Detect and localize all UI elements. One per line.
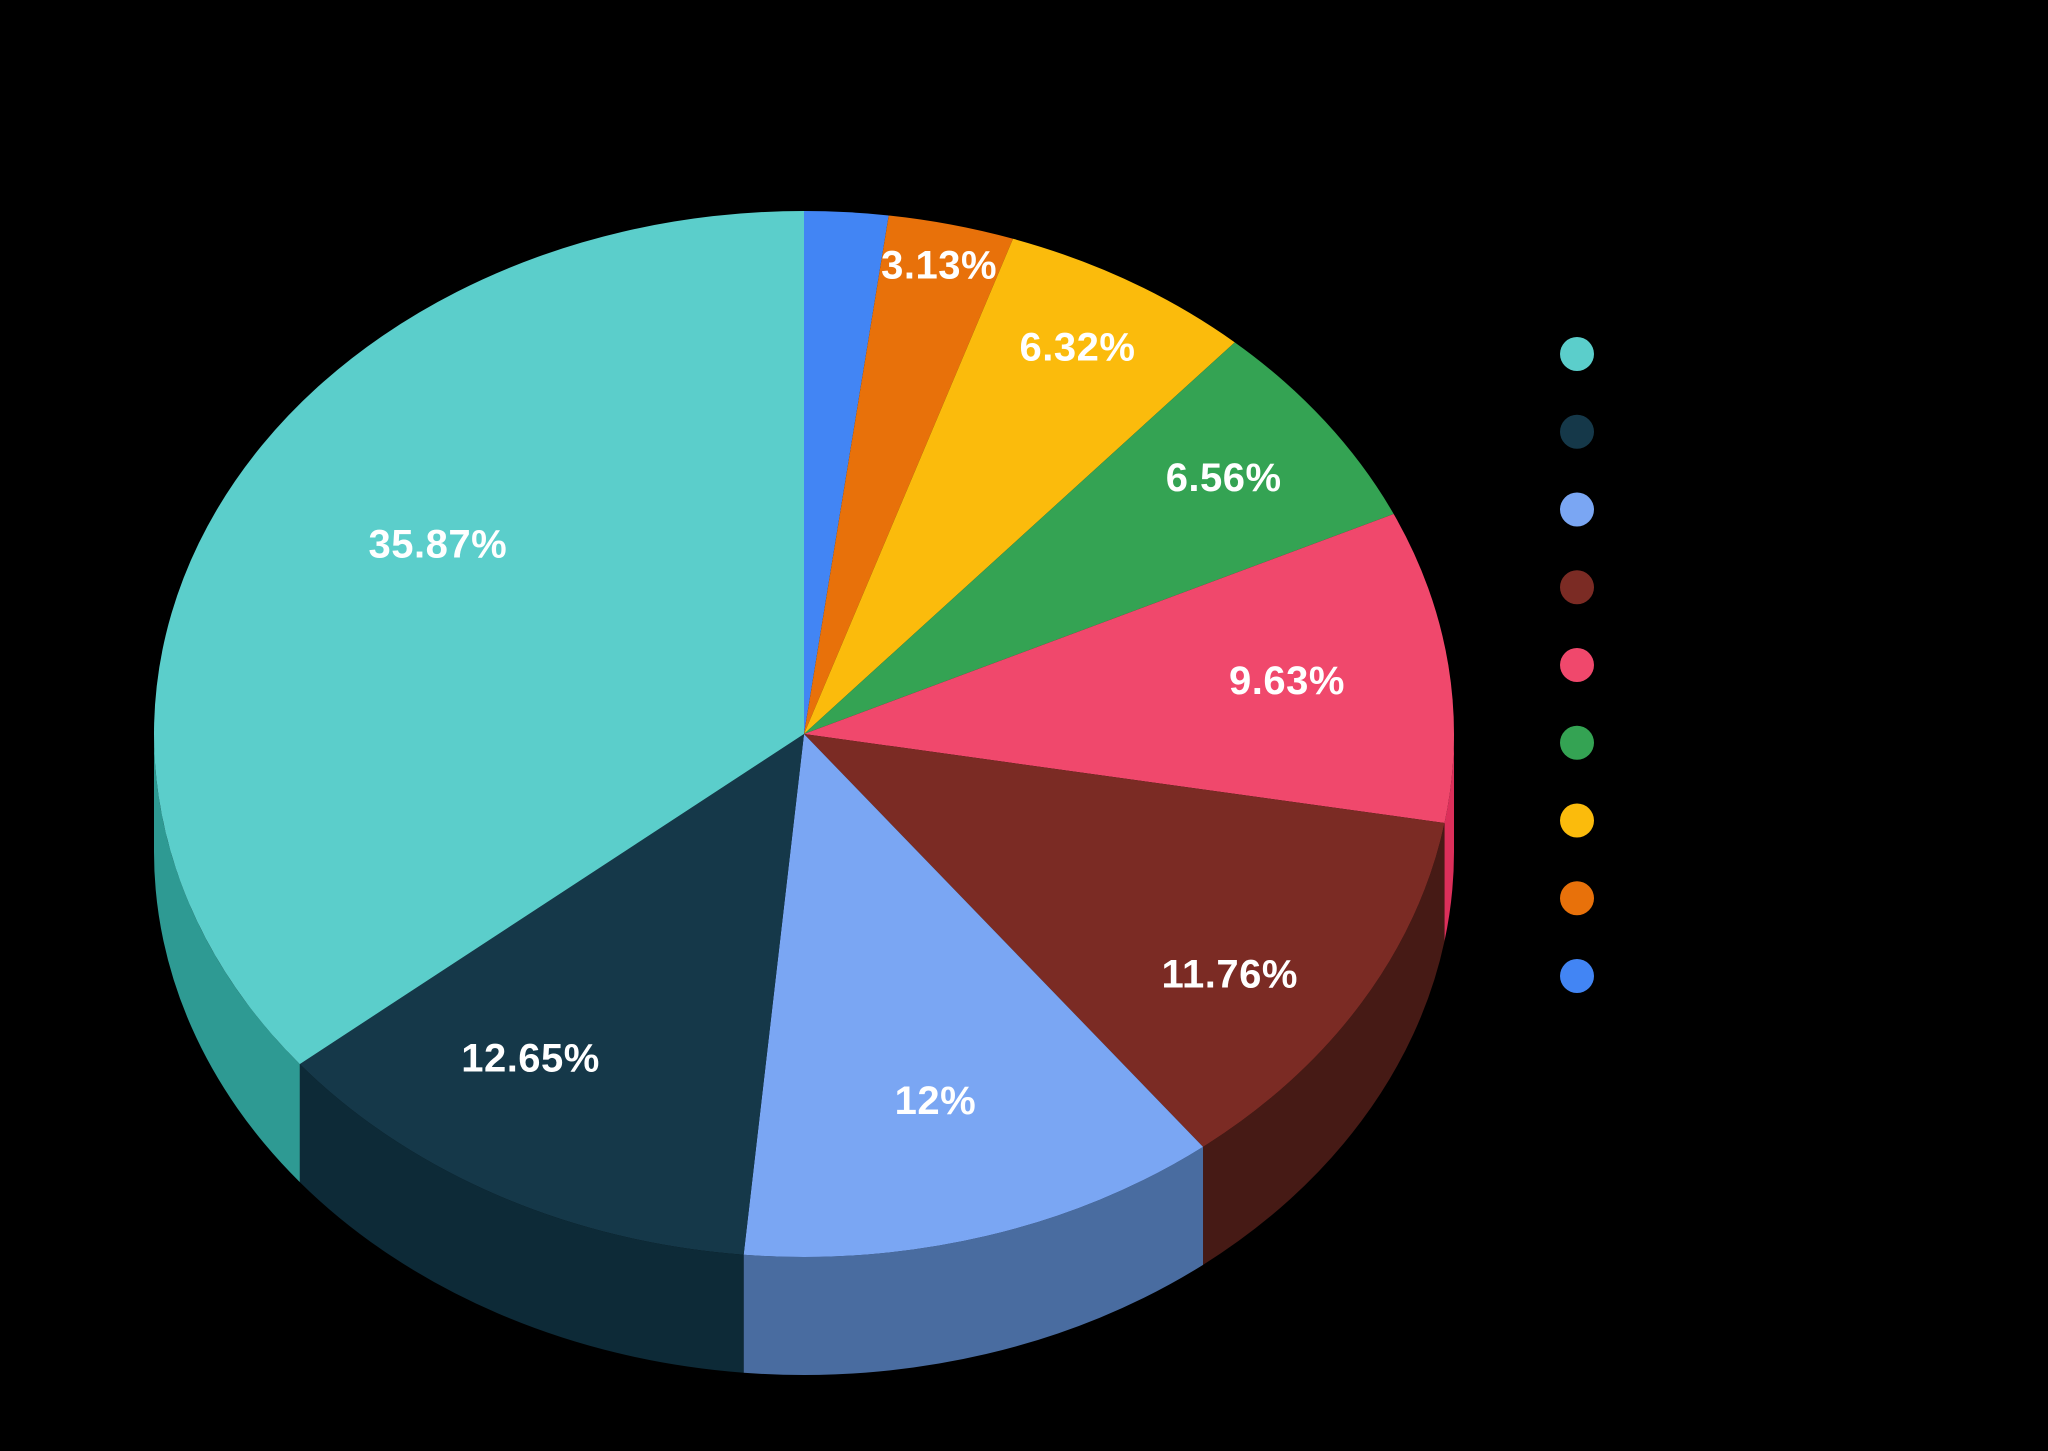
legend-swatch-yellow[interactable] xyxy=(1560,803,1594,838)
pie-slice-pink[interactable] xyxy=(804,514,1454,823)
pie-slice-label-yellow: 6.32% xyxy=(1020,326,1136,370)
pie-slice-side-dark-navy xyxy=(299,1064,744,1373)
pie-slice-side-maroon xyxy=(1203,822,1445,1265)
pie-slice-side-pink xyxy=(1444,734,1454,941)
pie-slice-label-orange: 3.13% xyxy=(881,243,997,287)
legend xyxy=(1560,337,1594,993)
pie-slice-label-teal: 35.87% xyxy=(369,522,508,566)
pie-slice-label-green: 6.56% xyxy=(1166,456,1282,500)
pie-slice-label-dark-navy: 12.65% xyxy=(461,1037,600,1081)
legend-swatch-pink[interactable] xyxy=(1560,648,1594,682)
legend-swatch-teal[interactable] xyxy=(1560,337,1594,371)
pie-slice-teal[interactable] xyxy=(154,211,805,1065)
legend-swatch-orange[interactable] xyxy=(1560,881,1594,916)
legend-swatch-dark-navy[interactable] xyxy=(1560,414,1594,449)
pie-slice-green[interactable] xyxy=(804,342,1394,734)
pie-slice-light-blue[interactable] xyxy=(743,734,1204,1257)
legend-swatch-blue[interactable] xyxy=(1560,959,1594,993)
pie-slice-label-maroon: 11.76% xyxy=(1161,952,1297,996)
pie-slice-side-light-blue xyxy=(743,1146,1204,1375)
pie-slice-side-teal xyxy=(154,734,300,1183)
pie-slice-orange[interactable] xyxy=(804,215,1013,734)
pie-slice-dark-navy[interactable] xyxy=(299,734,804,1255)
pie-slice-yellow[interactable] xyxy=(804,238,1235,734)
pie-slice-label-pink: 9.63% xyxy=(1229,659,1345,703)
pie-slice-blue[interactable] xyxy=(804,211,889,734)
pie-slices xyxy=(154,211,1454,1257)
pie-slice-label-light-blue: 12% xyxy=(895,1079,977,1123)
pie-slice-labels: 3.13% 6.32% 6.56% 9.63% 11.76% 12% 12.65% 35.87… xyxy=(369,243,1345,1123)
pie-3d-rims xyxy=(154,734,1454,1375)
legend-swatch-green[interactable] xyxy=(1560,725,1594,760)
pie-slice-maroon[interactable] xyxy=(804,734,1445,1147)
legend-swatch-maroon[interactable] xyxy=(1560,570,1594,605)
legend-swatch-light-blue[interactable] xyxy=(1560,492,1594,527)
